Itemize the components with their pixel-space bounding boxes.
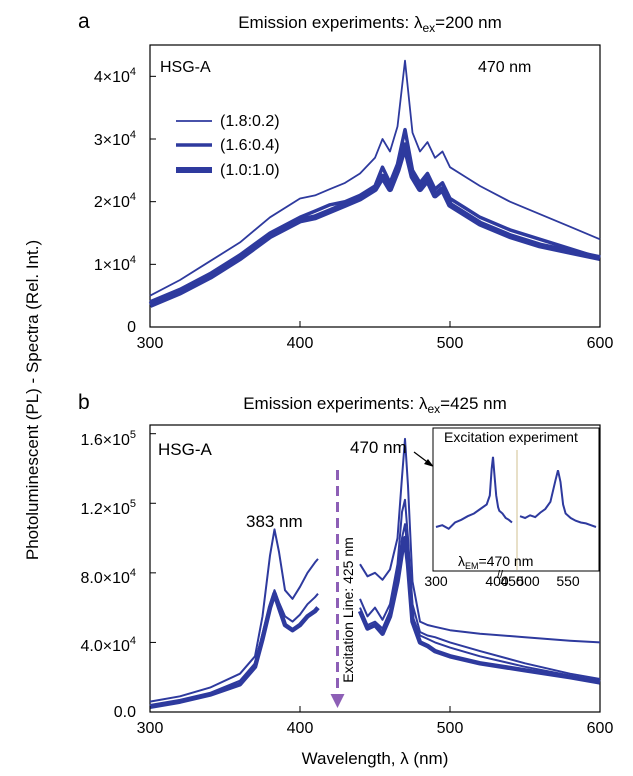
panel-a-series-1: [149, 59, 601, 297]
panel-b-series-3: [149, 591, 320, 710]
excitation-line-label: Excitation Line: 425 nm: [340, 537, 356, 683]
panel-a-x-ticks: 300 400 500 600: [137, 75, 614, 352]
inset-title: Excitation experiment: [444, 429, 578, 445]
inset-xtick-2: 450: [500, 573, 524, 589]
legend-label-1: (1.8:0.2): [220, 113, 280, 130]
annotation-383nm: 383 nm: [246, 512, 303, 531]
panel-a-plot-frame: [149, 44, 601, 328]
panel-b-series-7: [357, 535, 601, 685]
panel-a-ytick-4e4: 4×104: [94, 66, 136, 86]
panel-b-y-ticks: 0.0 4.0×104 8.0×104 1.2×105 1.6×105: [80, 429, 136, 721]
panel-b-sample-label: HSG-A: [158, 440, 213, 459]
panel-b-series-1: [149, 528, 319, 703]
panel-b-xtick-1: 400: [287, 720, 314, 737]
panel-a-legend: (1.8:0.2) (1.6:0.4) (1.0:1.0): [176, 113, 280, 179]
panel-b-letter: b: [78, 391, 90, 414]
panel-a-y-ticks: 0 1×104 2×104 3×104 4×104: [94, 66, 136, 336]
panel-a-series-group: [148, 59, 601, 308]
panel-a-ytick-3e4: 3×104: [94, 129, 136, 149]
panel-a-xtick-3: 600: [587, 335, 614, 352]
inset-axis-break: //: [497, 569, 504, 581]
panel-b-ytick-8e4: 8.0×104: [80, 567, 136, 587]
inset-xtick-4: 550: [556, 573, 580, 589]
excitation-line-arrowhead: [330, 694, 345, 708]
panel-a-ytick-1e4: 1×104: [94, 254, 136, 274]
panel-b-ytick-1.2e5: 1.2×105: [80, 498, 136, 518]
panel-b-ytick-0: 0.0: [114, 704, 136, 721]
legend-label-2: (1.6:0.4): [220, 137, 280, 154]
panel-a-title: Emission experiments: λex=200 nm: [238, 13, 502, 35]
inset-xtick-1: 400: [485, 573, 509, 589]
panel-a-ytick-0: 0: [127, 319, 136, 336]
legend-label-3: (1.0:1.0): [220, 162, 280, 179]
figure-ylabel: Photoluminescent (PL) - Spectra (Rel. In…: [23, 240, 42, 560]
panel-a-letter: a: [78, 10, 90, 33]
panel-b-plot-frame: [149, 424, 601, 713]
panel-b-xtick-2: 500: [437, 720, 464, 737]
panel-a-peak-annotation: 470 nm: [478, 59, 531, 76]
annotation-470nm-arrowhead: [424, 459, 434, 467]
panel-b-x-ticks: 300 400 500 600: [137, 433, 614, 737]
panel-b-title: Emission experiments: λex=425 nm: [243, 394, 507, 416]
panel-a-xtick-1: 400: [287, 335, 314, 352]
panel-b-ytick-4e4: 4.0×104: [80, 635, 136, 655]
panel-a-ytick-2e4: 2×104: [94, 191, 136, 211]
panel-a-xtick-2: 500: [437, 335, 464, 352]
panel-b-xtick-0: 300: [137, 720, 164, 737]
inset-series-group: [435, 456, 597, 531]
panel-a-xtick-0: 300: [137, 335, 164, 352]
excitation-inset: Excitation experiment λEM=470 nm 300 4004…: [424, 427, 600, 589]
panel-a-series-3: [148, 142, 601, 308]
inset-xtick-3: 500: [516, 573, 540, 589]
annotation-470nm: 470 nm: [350, 438, 407, 457]
panel-b-ytick-1.6e5: 1.6×105: [80, 429, 136, 449]
panel-b-series-4: [359, 437, 601, 644]
figure-xlabel: Wavelength, λ (nm): [302, 749, 449, 768]
panel-b-xtick-3: 600: [587, 720, 614, 737]
inset-xtick-0: 300: [424, 573, 448, 589]
panel-a-sample-label: HSG-A: [160, 59, 211, 76]
inset-series-1: [435, 456, 513, 531]
inset-series-2: [519, 470, 597, 528]
excitation-line: [330, 470, 345, 708]
panel-b-series-group: [149, 437, 601, 710]
